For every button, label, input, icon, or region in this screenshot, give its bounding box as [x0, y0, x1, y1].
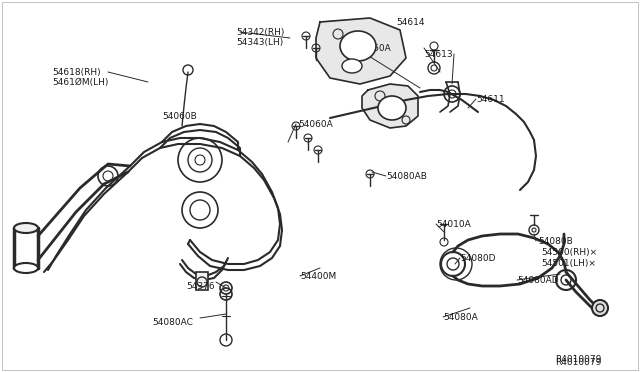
Ellipse shape — [14, 263, 38, 273]
Text: 54614: 54614 — [396, 18, 424, 27]
Text: 54080AC: 54080AC — [152, 318, 193, 327]
Text: R4010079: R4010079 — [555, 358, 602, 367]
Text: 54060A: 54060A — [356, 44, 391, 53]
Text: 54343(LH): 54343(LH) — [236, 38, 284, 47]
Text: 54613: 54613 — [424, 50, 452, 59]
Text: 54501(LH)×: 54501(LH)× — [541, 259, 596, 268]
Text: 54080AD: 54080AD — [517, 276, 559, 285]
Ellipse shape — [14, 223, 38, 233]
Text: 5461ØM(LH): 5461ØM(LH) — [52, 78, 108, 87]
Text: 54010A: 54010A — [436, 220, 471, 229]
Text: 54611: 54611 — [476, 95, 504, 104]
Text: 54376: 54376 — [186, 282, 214, 291]
Text: 54060A: 54060A — [298, 120, 333, 129]
Text: 54342(RH): 54342(RH) — [236, 28, 284, 37]
Text: R4010079: R4010079 — [555, 355, 602, 364]
Text: 54060B: 54060B — [162, 112, 196, 121]
Text: 54400M: 54400M — [300, 272, 336, 281]
Polygon shape — [316, 18, 406, 84]
Text: 54080A: 54080A — [443, 313, 477, 322]
Ellipse shape — [340, 31, 376, 61]
Text: 54500(RH)×: 54500(RH)× — [541, 248, 597, 257]
Text: 54080AB: 54080AB — [386, 172, 427, 181]
Circle shape — [592, 300, 608, 316]
Text: 54080D: 54080D — [460, 254, 495, 263]
Text: 54618(RH): 54618(RH) — [52, 68, 100, 77]
Text: 54080B: 54080B — [538, 237, 573, 246]
Bar — [196, 272, 208, 290]
Polygon shape — [362, 84, 418, 128]
Ellipse shape — [342, 59, 362, 73]
Ellipse shape — [378, 96, 406, 120]
